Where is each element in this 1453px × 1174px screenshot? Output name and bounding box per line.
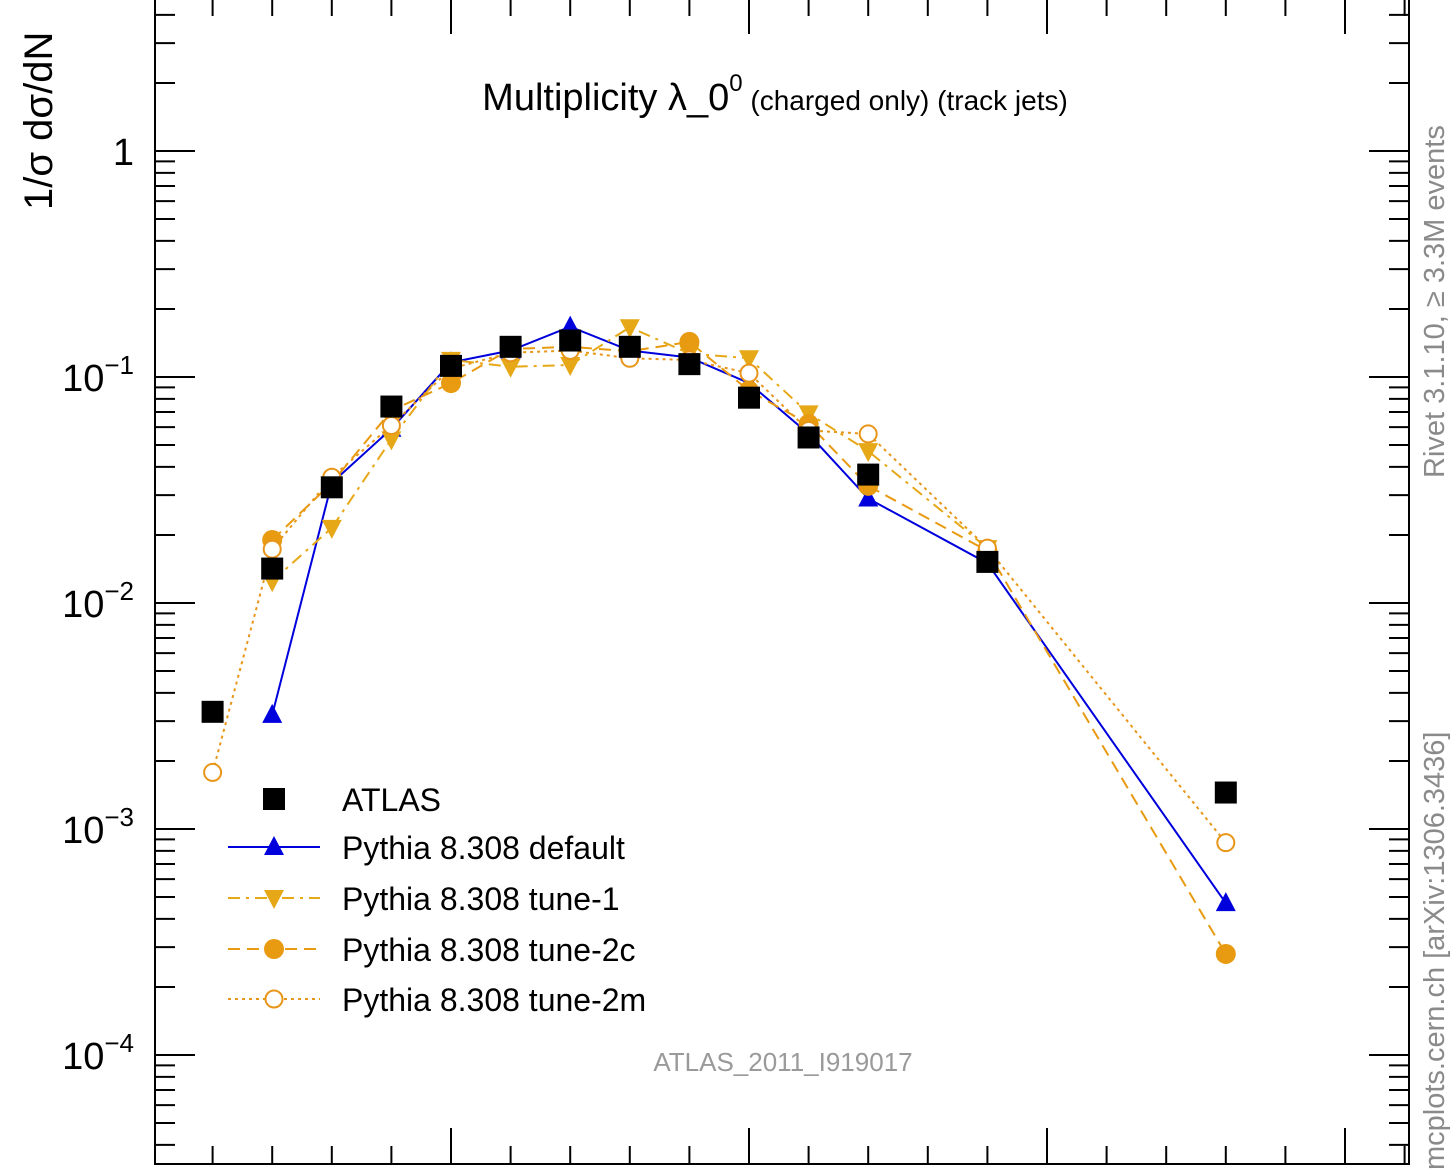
- marker-square: [380, 395, 403, 418]
- analysis-label: ATLAS_2011_I919017: [653, 1047, 912, 1077]
- marker-triangle-down: [381, 431, 402, 451]
- marker-triangle-down: [858, 443, 879, 463]
- axis-ticks: [155, 0, 1409, 1164]
- marker-square: [618, 335, 641, 358]
- rivet-version-label: Rivet 3.1.10, ≥ 3.3M events: [1419, 125, 1451, 478]
- marker-triangle-up: [1215, 892, 1236, 912]
- marker-circle: [679, 331, 700, 352]
- marker-triangle-up: [264, 836, 284, 855]
- legend-item: ATLAS: [263, 782, 441, 818]
- plot-frame: [154, 0, 1410, 1165]
- marker-circle: [264, 939, 284, 959]
- y-tick-label: 10−1: [62, 350, 134, 400]
- legend-label: Pythia 8.308 tune-1: [342, 881, 620, 917]
- y-tick-labels: 1 10−1 10−2 10−3 10−4: [62, 132, 134, 1078]
- legend-item: Pythia 8.308 tune-2m: [228, 982, 646, 1018]
- y-tick-label: 10−2: [62, 576, 134, 626]
- legend-label: Pythia 8.308 tune-2m: [342, 982, 646, 1018]
- mcplots-source-label: mcplots.cern.ch [arXiv:1306.3436]: [1419, 731, 1451, 1170]
- marker-triangle-down: [264, 890, 284, 909]
- marker-open-circle: [739, 363, 759, 383]
- marker-triangle-down: [619, 319, 640, 339]
- legend-item: Pythia 8.308 tune-2c: [228, 932, 636, 968]
- marker-circle: [1215, 943, 1236, 964]
- marker-square: [320, 476, 343, 499]
- marker-open-circle: [1216, 833, 1236, 853]
- marker-triangle-down: [321, 519, 342, 539]
- legend-item: Pythia 8.308 tune-1: [228, 881, 620, 917]
- legend: ATLAS Pythia 8.308 default Pythia 8.308 tu…: [228, 782, 646, 1018]
- marker-square: [678, 353, 701, 376]
- marker-square: [797, 426, 820, 449]
- marker-square: [976, 550, 999, 573]
- y-axis-label: 1/σ dσ/dN: [17, 32, 61, 210]
- marker-triangle-up: [858, 487, 879, 507]
- marker-open-circle: [262, 539, 282, 559]
- marker-circle: [441, 373, 461, 394]
- marker-square: [263, 788, 285, 810]
- series-pythia-8-308-tune-2c: [262, 331, 1236, 964]
- marker-square: [559, 329, 582, 352]
- marker-open-circle: [264, 989, 284, 1009]
- marker-open-circle: [381, 416, 401, 436]
- series-atlas: [201, 329, 1237, 804]
- chart-title: Multiplicity λ_00 (charged only) (track …: [482, 70, 1068, 119]
- marker-triangle-down: [739, 350, 759, 370]
- y-tick-label: 1: [113, 132, 134, 174]
- marker-triangle-up: [262, 703, 283, 723]
- marker-triangle-down: [560, 357, 581, 377]
- marker-square: [499, 335, 522, 358]
- marker-square: [261, 557, 284, 580]
- data-series: [201, 315, 1237, 964]
- y-tick-label: 10−3: [62, 802, 134, 852]
- y-tick-label: 10−4: [62, 1028, 134, 1078]
- marker-square: [201, 700, 224, 723]
- marker-square: [440, 354, 462, 377]
- marker-square: [1214, 781, 1237, 804]
- series-line: [271, 326, 989, 582]
- legend-item: Pythia 8.308 default: [228, 830, 625, 866]
- series-pythia-8-308-tune-2m: [203, 340, 1236, 853]
- legend-label: ATLAS: [342, 782, 441, 818]
- marker-triangle-down: [500, 358, 521, 378]
- marker-square: [738, 386, 760, 409]
- series-line: [211, 349, 1227, 844]
- legend-label: Pythia 8.308 tune-2c: [342, 932, 636, 968]
- marker-open-circle: [858, 424, 878, 444]
- legend-label: Pythia 8.308 default: [342, 830, 625, 866]
- marker-open-circle: [203, 762, 223, 782]
- marker-square: [857, 463, 880, 486]
